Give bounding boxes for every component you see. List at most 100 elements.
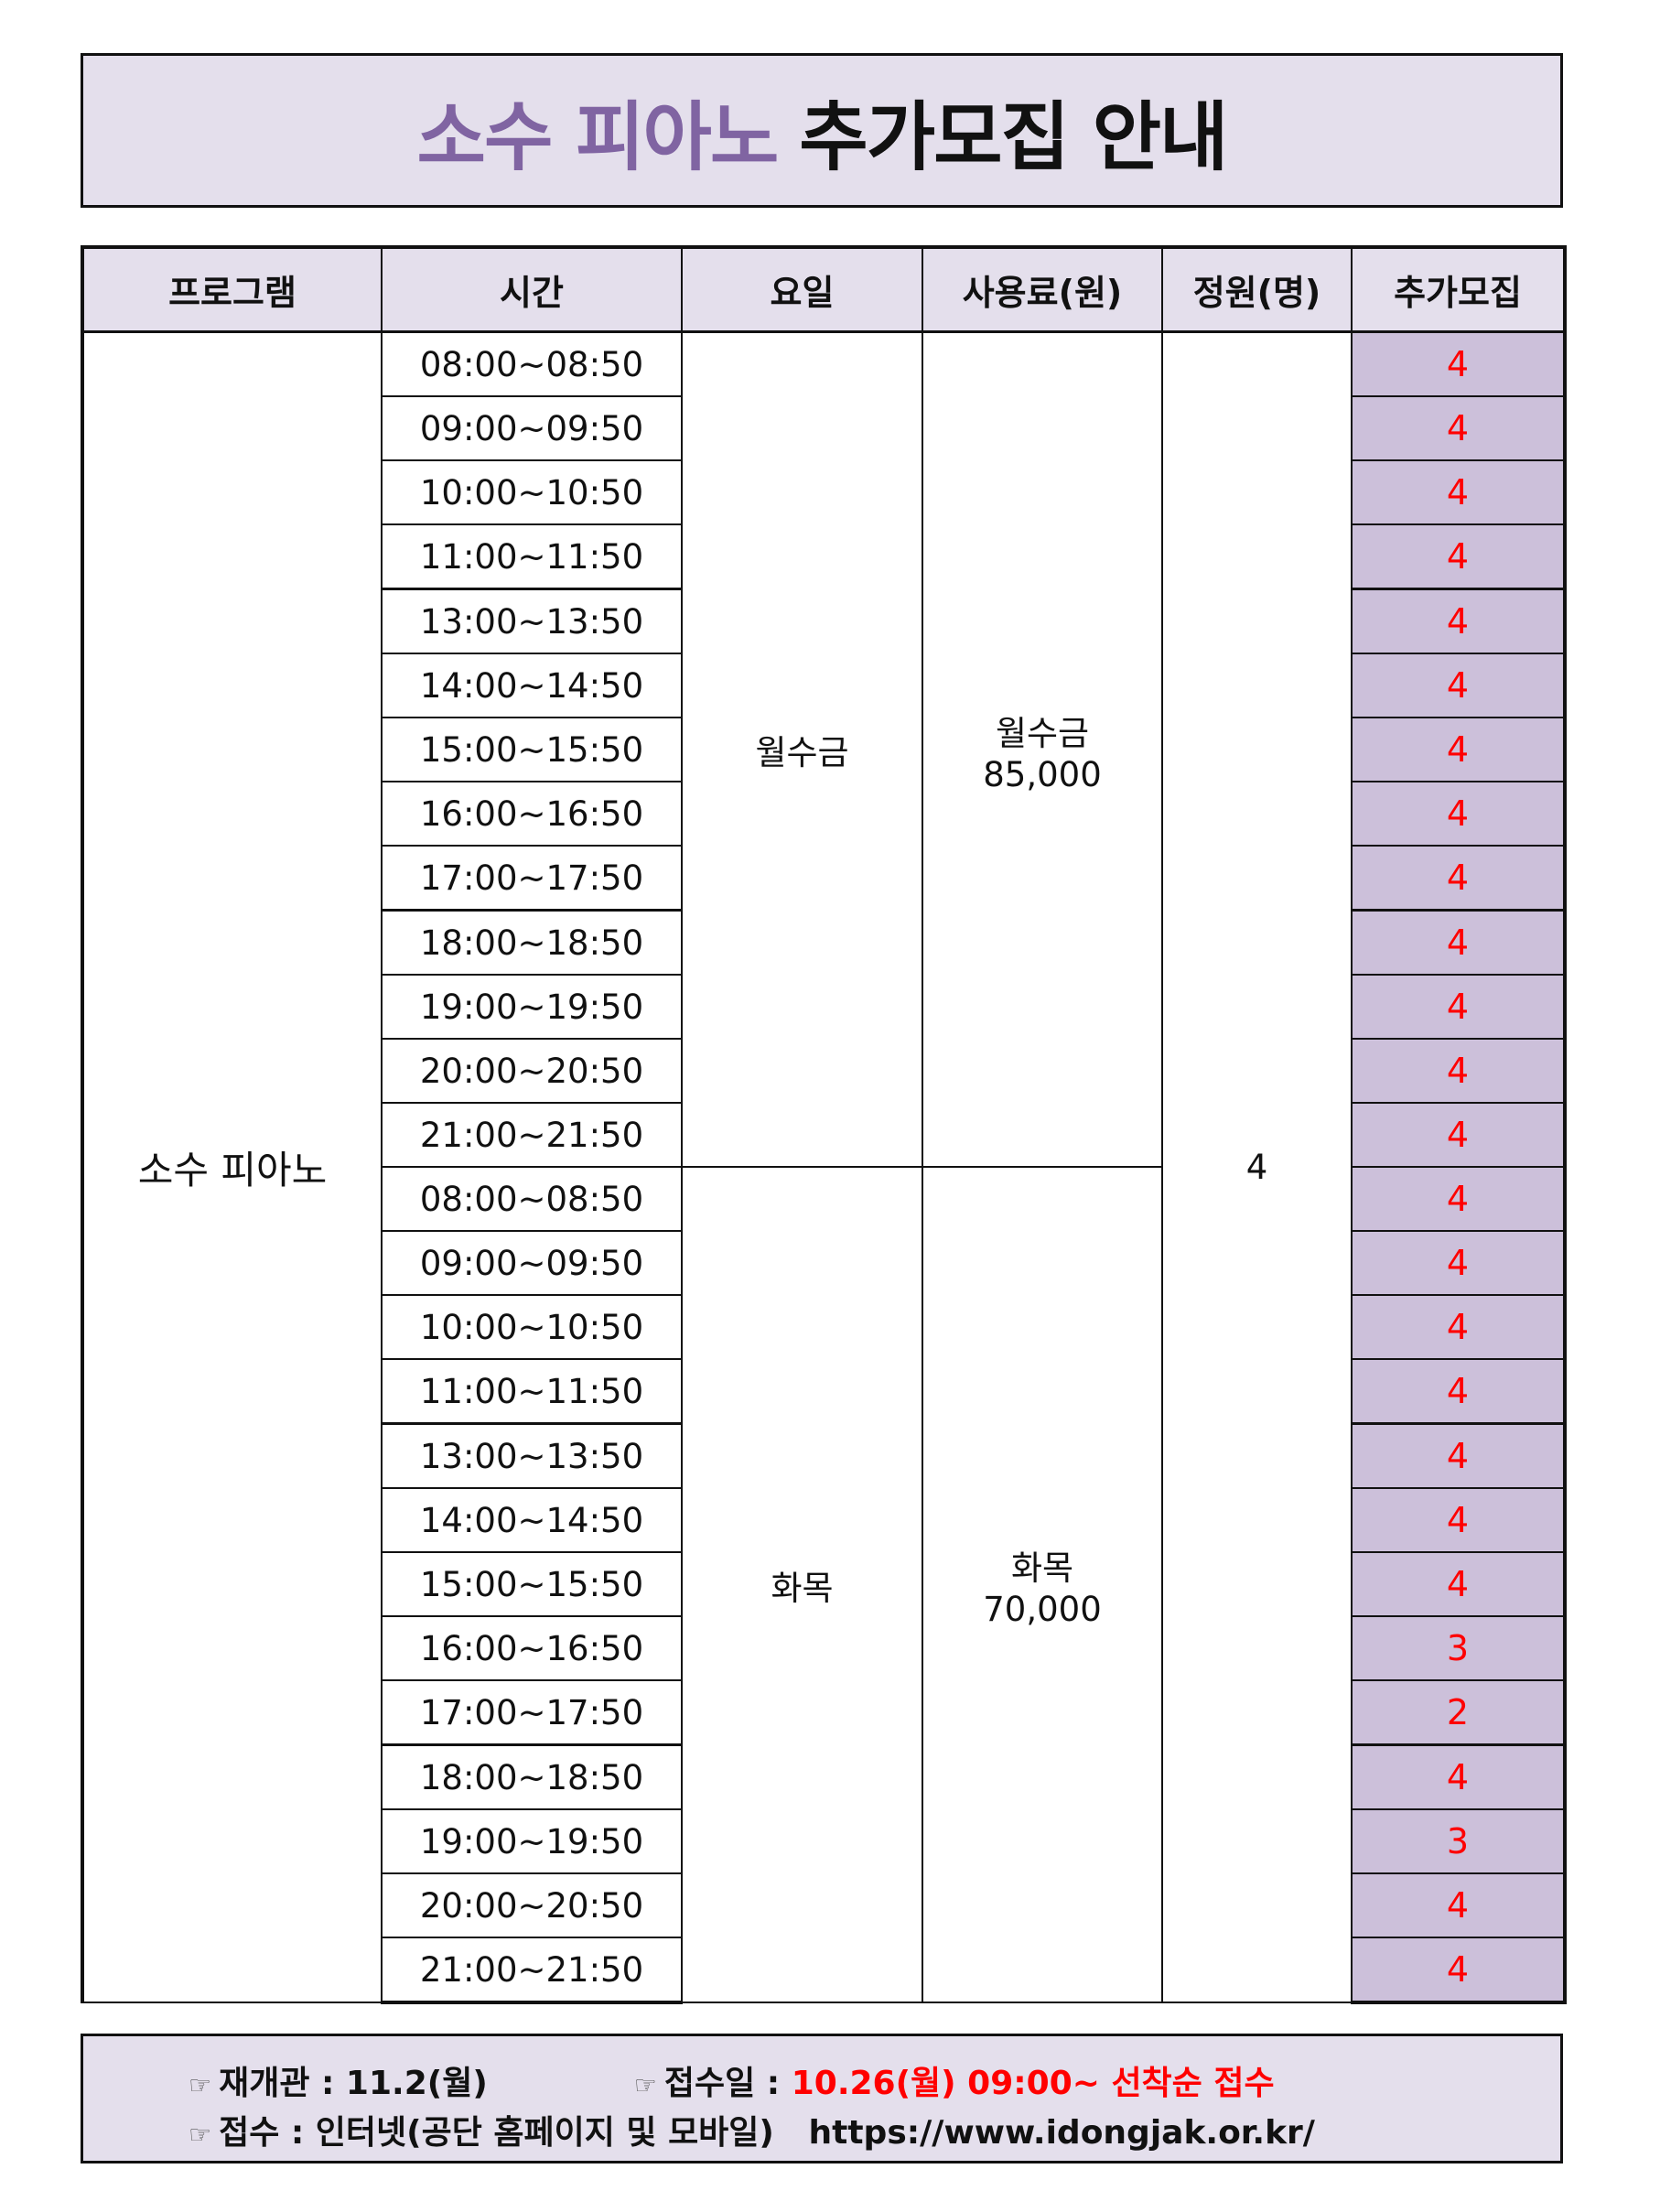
table-row: 16:00~16:50 4 xyxy=(82,781,1567,847)
table-row: 13:00~13:50 4 xyxy=(82,588,1567,654)
extra-recruit-count: 4 xyxy=(1351,1551,1567,1617)
fee-cell: 화목 70,000 xyxy=(922,1166,1163,2003)
table-header-row: 프로그램 시간 요일 사용료(원) 정원(명) 추가모집 xyxy=(81,245,1567,333)
table-row: 20:00~20:50 4 xyxy=(82,1872,1567,1938)
extra-recruit-count: 4 xyxy=(1351,1230,1567,1296)
table-row: 09:00~09:50 4 xyxy=(82,1230,1567,1296)
pointing-hand-icon: ☞ xyxy=(189,2070,212,2100)
time-slot: 18:00~18:50 xyxy=(381,1743,683,1810)
extra-recruit-count: 3 xyxy=(1351,1615,1567,1681)
header-capacity: 정원(명) xyxy=(1161,245,1353,333)
time-slot: 19:00~19:50 xyxy=(381,974,683,1040)
table-row: 18:00~18:50 4 xyxy=(82,1743,1567,1810)
time-slot: 13:00~13:50 xyxy=(381,1422,683,1489)
extra-recruit-count: 4 xyxy=(1351,845,1567,912)
time-slot: 08:00~08:50 xyxy=(381,330,683,397)
extra-recruit-count: 4 xyxy=(1351,1358,1567,1425)
fee-amount: 85,000 xyxy=(983,754,1102,794)
extra-recruit-count: 4 xyxy=(1351,717,1567,782)
table-row: 19:00~19:50 3 xyxy=(82,1808,1567,1874)
title-accent: 소수 피아노 xyxy=(416,94,780,181)
time-slot: 09:00~09:50 xyxy=(381,1230,683,1296)
table-row: 11:00~11:50 4 xyxy=(82,1358,1567,1425)
extra-recruit-count: 4 xyxy=(1351,523,1567,590)
extra-recruit-count: 2 xyxy=(1351,1679,1567,1746)
table-row: 15:00~15:50 4 xyxy=(82,1551,1567,1617)
apply-method: 접수 : 인터넷(공단 홈페이지 및 모바일) xyxy=(219,2114,774,2152)
table-row: 21:00~21:50 4 xyxy=(82,1102,1567,1168)
footer-notice: ☞ 재개관 : 11.2(월) ☞ 접수일 : 10.26(월) 09:00~ 선착순… xyxy=(81,2034,1563,2163)
table-row: 17:00~17:50 2 xyxy=(82,1679,1567,1746)
time-slot: 14:00~14:50 xyxy=(381,1487,683,1553)
time-slot: 21:00~21:50 xyxy=(381,1102,683,1168)
table-row: 11:00~11:50 4 xyxy=(82,523,1567,590)
fee-days: 월수금 xyxy=(995,713,1090,753)
title-main: 추가모집 안내 xyxy=(799,94,1228,181)
time-slot: 15:00~15:50 xyxy=(381,717,683,782)
fee-cell: 월수금 85,000 xyxy=(922,330,1163,1168)
table-row: 20:00~20:50 4 xyxy=(82,1038,1567,1104)
fee-days: 화목 xyxy=(1010,1548,1074,1588)
schedule-table: 프로그램 시간 요일 사용료(원) 정원(명) 추가모집 소수 피아노 08:00… xyxy=(81,245,1567,2004)
time-slot: 17:00~17:50 xyxy=(381,845,683,912)
time-slot: 20:00~20:50 xyxy=(381,1872,683,1938)
table-row: 14:00~14:50 4 xyxy=(82,653,1567,718)
extra-recruit-count: 4 xyxy=(1351,1294,1567,1360)
time-slot: 17:00~17:50 xyxy=(381,1679,683,1746)
extra-recruit-count: 4 xyxy=(1351,1743,1567,1810)
extra-recruit-count: 4 xyxy=(1351,1487,1567,1553)
time-slot: 11:00~11:50 xyxy=(381,523,683,590)
header-fee: 사용료(원) xyxy=(922,245,1163,333)
time-slot: 20:00~20:50 xyxy=(381,1038,683,1104)
time-slot: 18:00~18:50 xyxy=(381,909,683,976)
extra-recruit-count: 4 xyxy=(1351,1422,1567,1489)
table-row: 19:00~19:50 4 xyxy=(82,974,1567,1040)
reopen-date: 재개관 : 11.2(월) xyxy=(219,2065,488,2102)
program-name: 소수 피아노 xyxy=(81,330,383,2003)
table-row: 14:00~14:50 4 xyxy=(82,1487,1567,1553)
pointing-hand-icon: ☞ xyxy=(633,2070,657,2100)
days-cell: 화목 xyxy=(681,1166,923,2003)
table-row: 18:00~18:50 4 xyxy=(82,909,1567,976)
table-row: 08:00~08:50 화목 화목 70,000 4 xyxy=(82,1166,1567,2003)
extra-recruit-count: 4 xyxy=(1351,781,1567,847)
extra-recruit-count: 4 xyxy=(1351,1038,1567,1104)
table-row: 15:00~15:50 4 xyxy=(82,717,1567,782)
extra-recruit-count: 4 xyxy=(1351,459,1567,525)
time-slot: 11:00~11:50 xyxy=(381,1358,683,1425)
pointing-hand-icon: ☞ xyxy=(189,2120,212,2150)
apply-date-value: 10.26(월) 09:00~ 선착순 접수 xyxy=(791,2065,1275,2102)
days-cell: 월수금 xyxy=(681,330,923,1168)
time-slot: 16:00~16:50 xyxy=(381,781,683,847)
extra-recruit-count: 4 xyxy=(1351,909,1567,976)
extra-recruit-count: 4 xyxy=(1351,330,1567,397)
table-row: 10:00~10:50 4 xyxy=(82,1294,1567,1360)
table-row: 10:00~10:50 4 xyxy=(82,459,1567,525)
table-row: 17:00~17:50 4 xyxy=(82,845,1567,912)
time-slot: 15:00~15:50 xyxy=(381,1551,683,1617)
website-link[interactable]: https://www.idongjak.or.kr/ xyxy=(808,2114,1315,2152)
apply-date-label: 접수일 : xyxy=(663,2065,792,2102)
extra-recruit-count: 4 xyxy=(1351,1166,1567,1232)
table-row: 21:00~21:50 4 xyxy=(82,1937,1567,2004)
fee-amount: 70,000 xyxy=(983,1590,1102,1629)
time-slot: 21:00~21:50 xyxy=(381,1937,683,2004)
time-slot: 08:00~08:50 xyxy=(381,1166,683,1232)
header-extra: 추가모집 xyxy=(1351,245,1567,333)
extra-recruit-count: 4 xyxy=(1351,653,1567,718)
time-slot: 09:00~09:50 xyxy=(381,395,683,461)
extra-recruit-count: 4 xyxy=(1351,1872,1567,1938)
footer-line-1: ☞ 재개관 : 11.2(월) ☞ 접수일 : 10.26(월) 09:00~ 선착순… xyxy=(189,2056,1275,2104)
table-row: 13:00~13:50 4 xyxy=(82,1422,1567,1489)
extra-recruit-count: 4 xyxy=(1351,395,1567,461)
time-slot: 10:00~10:50 xyxy=(381,1294,683,1360)
extra-recruit-count: 4 xyxy=(1351,974,1567,1040)
extra-recruit-count: 4 xyxy=(1351,588,1567,654)
header-program: 프로그램 xyxy=(81,245,383,333)
table-row: 소수 피아노 08:00~08:50 월수금 월수금 85,000 4 4 xyxy=(81,330,1567,2003)
time-slot: 13:00~13:50 xyxy=(381,588,683,654)
table-row: 16:00~16:50 3 xyxy=(82,1615,1567,1681)
time-slot: 19:00~19:50 xyxy=(381,1808,683,1874)
extra-recruit-count: 3 xyxy=(1351,1808,1567,1874)
time-slot: 10:00~10:50 xyxy=(381,459,683,525)
